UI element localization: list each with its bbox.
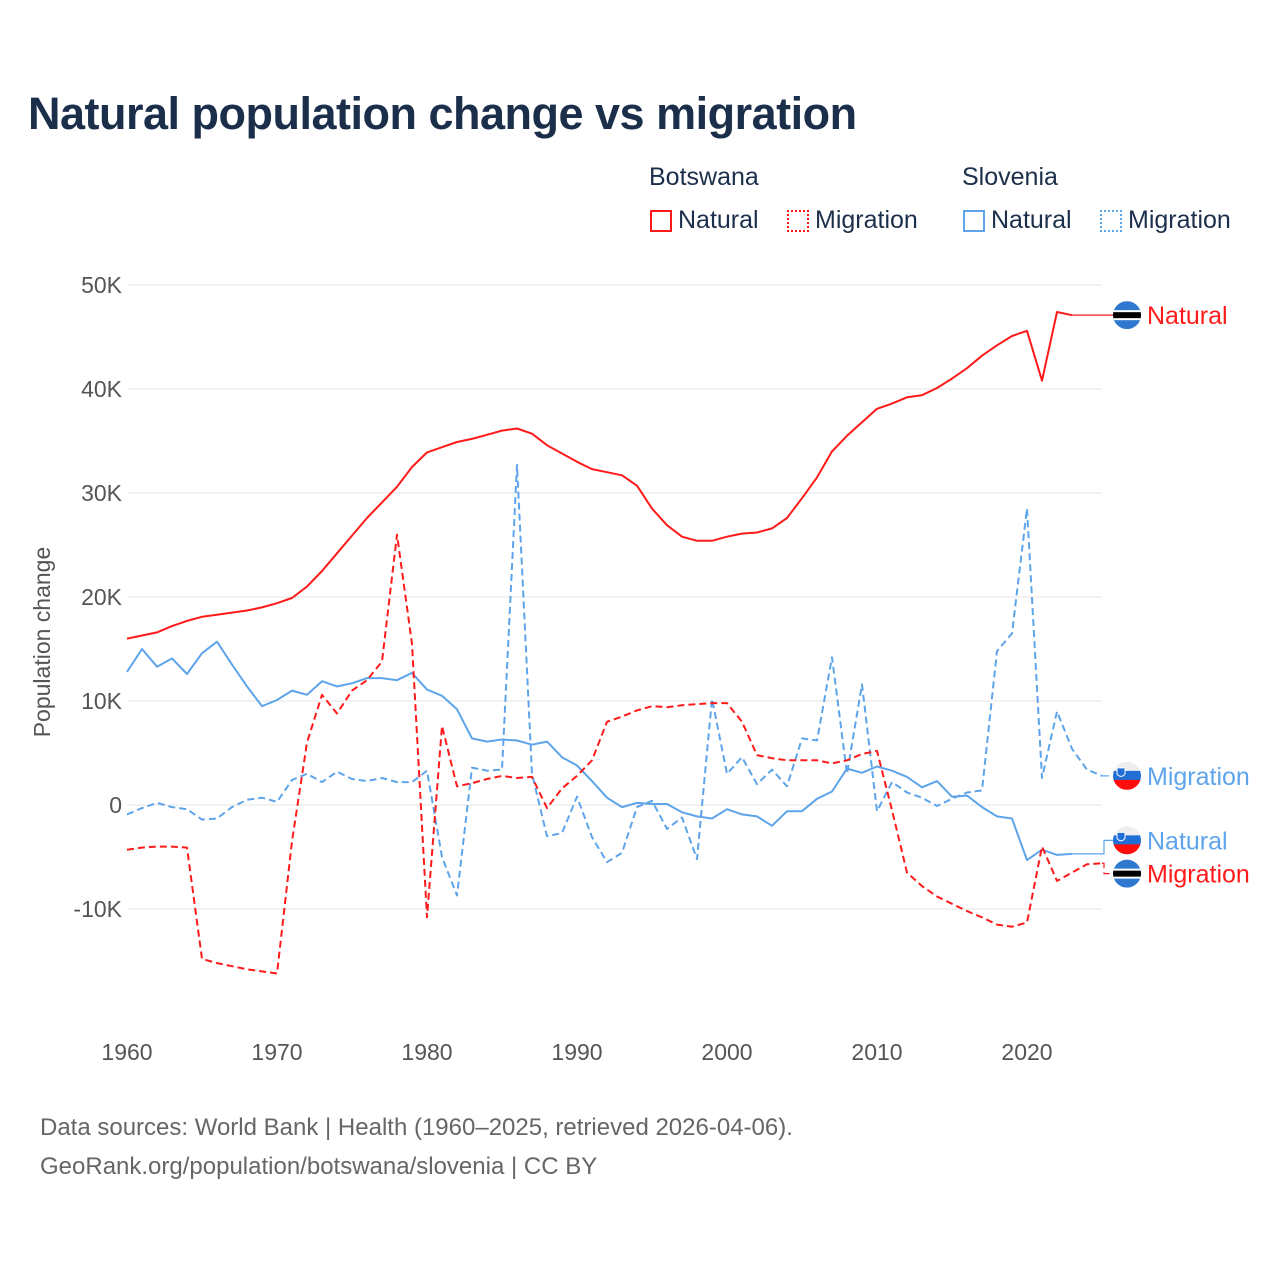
x-tick-label: 1990 [551,1039,602,1065]
x-tick-label: 2020 [1001,1039,1052,1065]
legend-group-botswana: Botswana [649,163,759,191]
x-tick-label: 1960 [101,1039,152,1065]
legend-swatch-solid [963,209,985,232]
flag-coat-of-arms [1116,831,1126,842]
y-tick-label: -10K [73,896,122,922]
flag-body [1113,859,1141,888]
y-tick-label: 50K [81,272,123,298]
series-lines [126,311,1103,975]
y-tick-label: 0 [109,792,122,818]
axis-ticks: 50K 40K 30K 20K 10K 0 -10K 1960 1970 1980 1990 2000… [73,272,1052,1065]
end-label: Natural [1147,302,1228,330]
legend-label: Migration [815,206,918,234]
footer: Data sources: World Bank | Health (1960–… [40,1108,793,1186]
source-text: Data sources: World Bank | Health (1960–… [40,1114,793,1141]
grid [127,284,1102,910]
source-link[interactable]: GeoRank.org/population/botswana/slovenia… [40,1153,598,1180]
flag-body [1113,761,1141,790]
label-connector [1072,839,1113,855]
flag-black-band [1113,870,1141,877]
flag-body [1113,826,1141,855]
label-connector [1102,862,1113,875]
legend-group-slovenia: Slovenia [962,163,1058,191]
legend-label: Natural [991,206,1072,234]
series-line-slovenia-migration [126,463,1103,897]
legend-item-botswana-natural[interactable]: Natural [650,206,759,235]
x-tick-label: 2000 [701,1039,752,1065]
end-labels: Natural Migration Natural Migration [1072,301,1250,889]
legend-item-slovenia-natural[interactable]: Natural [963,206,1072,235]
slovenia-flag-icon [1113,826,1141,855]
y-axis-label: Population change [29,547,55,738]
y-tick-label: 10K [81,688,123,714]
series-line-botswana-migration [126,533,1103,975]
legend-label: Migration [1128,206,1231,234]
x-tick-label: 2010 [851,1039,902,1065]
series-line-botswana-natural [126,311,1073,640]
legend-swatch-solid [650,209,672,232]
flag-white-band [1113,761,1141,772]
legend-item-slovenia-migration[interactable]: Migration [1100,206,1231,235]
botswana-flag-icon [1113,301,1141,330]
slovenia-flag-icon [1113,761,1141,790]
legend-label: Natural [678,206,759,234]
end-label: Natural [1147,827,1228,855]
chart-title: Natural population change vs migration [28,88,857,139]
end-label: Migration [1147,763,1250,791]
flag-blue-band [1113,770,1141,781]
legend-swatch-dotted [787,209,809,232]
y-tick-label: 20K [81,584,123,610]
legend-item-botswana-migration[interactable]: Migration [787,206,918,235]
y-tick-label: 30K [81,480,123,506]
flag-white-band [1113,826,1141,837]
series-line-slovenia-natural [126,640,1073,862]
flag-coat-of-arms [1116,767,1126,777]
end-label: Migration [1147,861,1250,889]
flag-red-band [1113,844,1141,855]
flag-body [1113,301,1141,330]
botswana-flag-icon [1113,859,1141,888]
legend-swatch-dotted [1100,209,1122,232]
y-tick-label: 40K [81,376,123,402]
flag-red-band [1113,779,1141,790]
flag-black-band [1113,312,1141,319]
flag-blue-band [1113,835,1141,846]
x-tick-label: 1980 [401,1039,452,1065]
x-tick-label: 1970 [251,1039,302,1065]
